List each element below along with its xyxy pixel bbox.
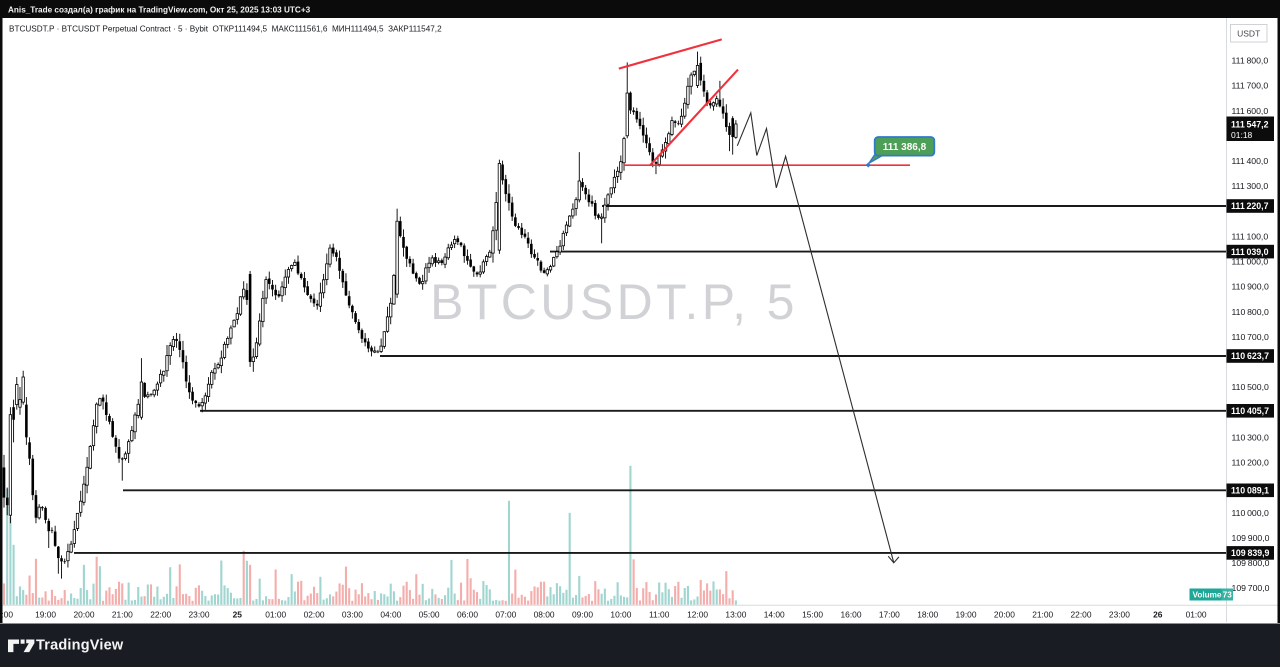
svg-text:109 800,0: 109 800,0 bbox=[1232, 558, 1270, 568]
svg-text:110 900,0: 110 900,0 bbox=[1232, 282, 1269, 292]
svg-text:110 300,0: 110 300,0 bbox=[1232, 432, 1269, 442]
svg-text:109 700,0: 109 700,0 bbox=[1232, 583, 1270, 593]
svg-text:21:00: 21:00 bbox=[1032, 610, 1053, 620]
svg-text:23:00: 23:00 bbox=[189, 610, 210, 620]
svg-text:111 100,0: 111 100,0 bbox=[1232, 231, 1269, 241]
svg-text:26: 26 bbox=[1153, 610, 1163, 620]
svg-text:20:00: 20:00 bbox=[994, 610, 1015, 620]
svg-text:109 900,0: 109 900,0 bbox=[1232, 533, 1270, 543]
svg-text:01:00: 01:00 bbox=[1186, 610, 1207, 620]
svg-text:01:18: 01:18 bbox=[1231, 130, 1253, 140]
svg-text:21:00: 21:00 bbox=[112, 610, 133, 620]
svg-text:19:00: 19:00 bbox=[35, 610, 56, 620]
svg-text:22:00: 22:00 bbox=[1071, 610, 1092, 620]
svg-text:20:00: 20:00 bbox=[74, 610, 95, 620]
svg-text:07:00: 07:00 bbox=[495, 610, 516, 620]
svg-text:18:00: 18:00 bbox=[917, 610, 938, 620]
svg-text:06:00: 06:00 bbox=[457, 610, 478, 620]
svg-text:10:00: 10:00 bbox=[610, 610, 631, 620]
svg-text:110 800,0: 110 800,0 bbox=[1232, 307, 1269, 317]
svg-text:15:00: 15:00 bbox=[802, 610, 823, 620]
svg-text:12:00: 12:00 bbox=[687, 610, 708, 620]
svg-text:111 386,8: 111 386,8 bbox=[883, 142, 927, 153]
svg-text:110 000,0: 110 000,0 bbox=[1232, 508, 1269, 518]
svg-text:111 300,0: 111 300,0 bbox=[1232, 181, 1269, 191]
svg-text:111 600,0: 111 600,0 bbox=[1232, 106, 1269, 116]
svg-text:110 200,0: 110 200,0 bbox=[1232, 458, 1269, 468]
svg-text:110 089,1: 110 089,1 bbox=[1231, 486, 1269, 496]
svg-text:Anis_Trade создал(а) график на: Anis_Trade создал(а) график на TradingVi… bbox=[8, 6, 311, 15]
svg-text:13:00: 13:00 bbox=[725, 610, 746, 620]
svg-text:73: 73 bbox=[1223, 591, 1233, 600]
svg-text:111 400,0: 111 400,0 bbox=[1232, 156, 1269, 166]
svg-text:USDT: USDT bbox=[1237, 29, 1260, 39]
svg-text:111 800,0: 111 800,0 bbox=[1232, 56, 1269, 66]
svg-text:111 547,2: 111 547,2 bbox=[1231, 119, 1269, 129]
svg-text:109 839,9: 109 839,9 bbox=[1231, 548, 1270, 558]
svg-text:110 700,0: 110 700,0 bbox=[1232, 332, 1269, 342]
svg-text:04:00: 04:00 bbox=[380, 610, 401, 620]
svg-text:03:00: 03:00 bbox=[342, 610, 363, 620]
svg-text:TradingView: TradingView bbox=[36, 638, 124, 654]
svg-text:08:00: 08:00 bbox=[534, 610, 555, 620]
svg-text:02:00: 02:00 bbox=[304, 610, 325, 620]
svg-text:01:00: 01:00 bbox=[265, 610, 286, 620]
svg-text:111 700,0: 111 700,0 bbox=[1232, 81, 1269, 91]
svg-text:110 405,7: 110 405,7 bbox=[1231, 406, 1269, 416]
svg-text:BTCUSDT.P · BTCUSDT Perpetual: BTCUSDT.P · BTCUSDT Perpetual Contract ·… bbox=[9, 25, 442, 34]
svg-text:111 000,0: 111 000,0 bbox=[1232, 257, 1269, 267]
svg-text:111 039,0: 111 039,0 bbox=[1231, 247, 1269, 257]
svg-text:Volume: Volume bbox=[1193, 591, 1222, 600]
svg-text:09:00: 09:00 bbox=[572, 610, 593, 620]
svg-text:05:00: 05:00 bbox=[419, 610, 440, 620]
svg-text:111 220,7: 111 220,7 bbox=[1231, 201, 1269, 211]
svg-text:110 623,7: 110 623,7 bbox=[1231, 351, 1269, 361]
svg-text:22:00: 22:00 bbox=[150, 610, 171, 620]
svg-text:110 500,0: 110 500,0 bbox=[1232, 382, 1269, 392]
svg-text:16:00: 16:00 bbox=[841, 610, 862, 620]
svg-text:11:00: 11:00 bbox=[649, 610, 670, 620]
svg-text:23:00: 23:00 bbox=[1109, 610, 1130, 620]
svg-text:14:00: 14:00 bbox=[764, 610, 785, 620]
svg-text:BTCUSDT.P, 5: BTCUSDT.P, 5 bbox=[430, 274, 798, 330]
svg-text:19:00: 19:00 bbox=[956, 610, 977, 620]
svg-text:17:00: 17:00 bbox=[879, 610, 900, 620]
svg-text::00: :00 bbox=[1, 610, 13, 620]
svg-text:25: 25 bbox=[233, 610, 243, 620]
